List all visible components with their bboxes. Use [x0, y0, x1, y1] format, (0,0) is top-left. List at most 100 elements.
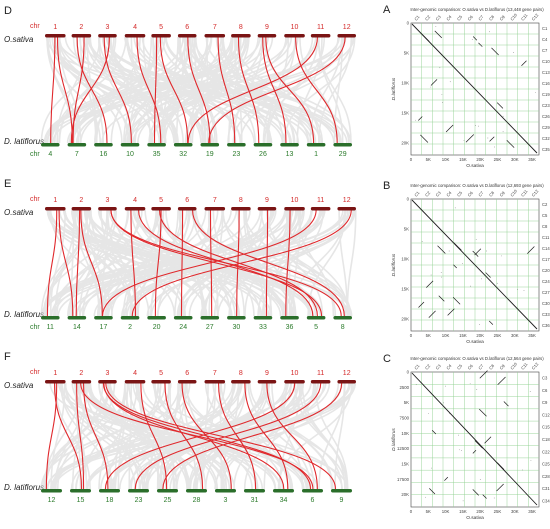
- ref-chromosome-bar: [71, 34, 92, 38]
- background-link: [72, 36, 130, 144]
- right-chromosome-label: C34: [542, 498, 550, 503]
- query-chromosome-bar: [99, 489, 120, 493]
- top-chromosome-label: C2: [424, 190, 432, 198]
- background-link: [317, 36, 344, 144]
- ref-chromosome-label: 2: [79, 370, 83, 377]
- highlight-link: [266, 382, 318, 490]
- background-link: [114, 382, 126, 490]
- background-link: [51, 36, 167, 144]
- ref-chromosome-label: 7: [213, 370, 217, 377]
- ref-chromosome-label: 3: [106, 197, 110, 204]
- ref-chromosome-bar: [98, 207, 117, 211]
- top-chromosome-label: C11: [520, 188, 529, 197]
- ref-chromosome-label: 9: [265, 24, 269, 31]
- noise-dot: [486, 250, 487, 252]
- highlight-link: [192, 209, 345, 317]
- main-diagonal: [411, 199, 538, 330]
- syntenic-segment: [479, 408, 487, 417]
- background-link: [222, 36, 295, 144]
- y-axis-label: D.latiflorus: [391, 253, 397, 276]
- syntenic-segment: [474, 440, 483, 449]
- ref-chromosome-bar: [284, 207, 305, 211]
- background-link: [84, 382, 141, 490]
- ref-chromosome-bar: [177, 34, 197, 38]
- top-chromosome-label: C9: [499, 190, 507, 198]
- ref-chr-label: chr: [30, 369, 40, 376]
- highlight-link: [187, 36, 211, 144]
- ref-chromosome-bar: [177, 380, 197, 384]
- query-chromosome-label: 34: [280, 497, 288, 504]
- query-chromosome-bar: [333, 143, 352, 147]
- right-chromosome-label: C17: [542, 257, 550, 262]
- highlight-link: [72, 36, 85, 144]
- highlight-link: [104, 382, 296, 490]
- highlight-link: [140, 382, 168, 490]
- highlight-link: [134, 382, 322, 490]
- background-links: [40, 382, 357, 490]
- query-chromosome-bar: [173, 143, 193, 147]
- background-links: [40, 36, 356, 144]
- ref-chromosome-label: 10: [291, 370, 299, 377]
- y-tick-label: 20K: [401, 492, 409, 497]
- main-diagonal: [411, 23, 538, 154]
- background-link: [86, 36, 323, 144]
- right-chromosome-label: C26: [542, 114, 550, 119]
- noise-dot: [448, 250, 450, 252]
- y-tick-label: 10K: [401, 81, 409, 86]
- background-link: [81, 209, 140, 317]
- noise-dot: [430, 274, 432, 276]
- ref-chromosome-label: 6: [185, 24, 189, 31]
- syntenic-segment: [418, 116, 423, 121]
- background-link: [98, 382, 231, 490]
- background-link: [192, 382, 299, 490]
- background-link: [191, 209, 255, 317]
- ref-chromosome-label: 6: [185, 370, 189, 377]
- background-link: [70, 209, 75, 317]
- query-chromosome-label: 6: [311, 497, 315, 504]
- highlight-link: [80, 209, 103, 317]
- query-chromosome-label: 33: [259, 324, 267, 331]
- x-tick-label: 25K: [494, 157, 502, 162]
- query-chromosome-label: 31: [251, 497, 259, 504]
- query-chromosome-bar: [200, 316, 220, 320]
- background-link: [283, 36, 356, 144]
- panel-letter: B: [383, 180, 390, 192]
- right-chromosome-label: C13: [542, 70, 550, 75]
- top-chromosome-label: C4: [445, 14, 453, 22]
- x-tick-label: 10K: [442, 333, 450, 338]
- right-chromosome-label: C22: [542, 449, 550, 454]
- noise-dot: [443, 402, 444, 404]
- ref-chromosome-label: 3: [106, 370, 110, 377]
- right-chromosome-label: C14: [542, 246, 550, 251]
- y-tick-label: 2500: [399, 385, 409, 390]
- panel-letter: A: [383, 4, 391, 16]
- top-chromosome-label: C10: [509, 188, 518, 198]
- query-chr-label: chr: [30, 151, 40, 158]
- noise-dot: [502, 115, 504, 117]
- query-chromosome-label: 27: [206, 324, 214, 331]
- noise-dot: [462, 500, 464, 502]
- query-chromosome-label: 20: [153, 324, 161, 331]
- y-tick-label: 17500: [397, 477, 410, 482]
- highlight-link: [136, 36, 162, 144]
- right-chromosome-label: C6: [542, 388, 548, 393]
- background-link: [124, 382, 167, 490]
- ref-chromosome-bar: [231, 380, 251, 384]
- noise-dot: [415, 119, 417, 121]
- top-chromosome-label: C2: [424, 363, 432, 371]
- background-link: [70, 382, 234, 490]
- query-chromosome-label: 5: [314, 324, 318, 331]
- background-link: [112, 382, 240, 490]
- noise-dot: [479, 324, 480, 325]
- ref-chromosome-label: 7: [213, 24, 217, 31]
- background-link: [98, 382, 191, 490]
- top-chromosome-label: C12: [531, 361, 540, 371]
- syntenic-segment: [472, 489, 480, 496]
- highlight-link: [70, 36, 110, 144]
- noise-dot: [469, 383, 471, 385]
- ref-chromosome-label: 8: [239, 24, 243, 31]
- noise-dot: [428, 413, 429, 415]
- top-chromosome-label: C9: [499, 14, 507, 22]
- syntenic-segment: [429, 488, 436, 495]
- syntenic-segment: [503, 401, 509, 407]
